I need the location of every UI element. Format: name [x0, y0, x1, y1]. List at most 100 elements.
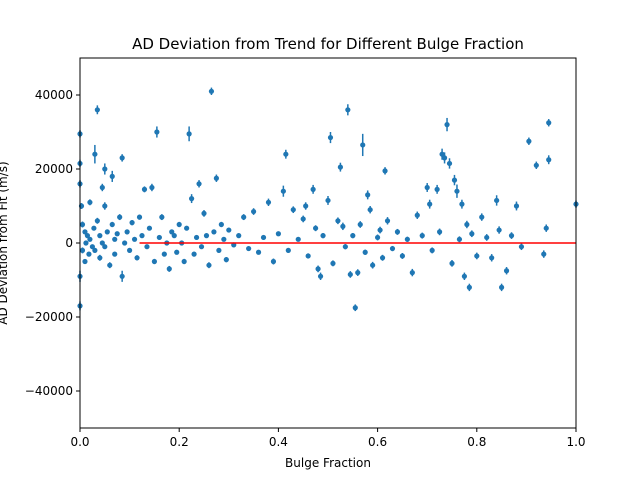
data-point	[159, 214, 165, 220]
data-point	[404, 236, 410, 242]
data-point	[310, 186, 316, 192]
data-point	[255, 249, 262, 255]
data-point	[484, 234, 490, 241]
data-point	[216, 247, 222, 253]
data-point	[451, 177, 458, 183]
data-point	[94, 218, 100, 224]
data-point	[518, 244, 525, 250]
x-tick-label: 0.6	[368, 435, 387, 449]
data-point	[107, 262, 113, 268]
data-point	[139, 233, 145, 239]
x-tick-label: 0.4	[269, 435, 288, 449]
data-point	[464, 221, 470, 228]
data-point	[112, 236, 118, 242]
x-axis-ticks: 0.0 0.2 0.4 0.6 0.8 1.0	[70, 428, 586, 449]
data-point	[223, 257, 229, 263]
data-point	[87, 199, 93, 205]
data-point	[102, 244, 108, 250]
y-tick-label: −40000	[25, 384, 73, 398]
data-point	[92, 151, 98, 157]
data-point	[134, 255, 140, 261]
data-point	[129, 220, 135, 226]
data-point	[362, 249, 368, 255]
data-point	[92, 247, 98, 253]
data-point	[461, 273, 467, 279]
data-point	[97, 255, 103, 261]
data-point	[112, 251, 118, 257]
data-point	[189, 196, 195, 202]
data-point	[503, 268, 510, 274]
data-point	[469, 231, 475, 237]
data-point	[449, 260, 455, 266]
chart-title: AD Deviation from Trend for Different Bu…	[132, 35, 524, 53]
data-point	[546, 120, 552, 126]
data-point	[208, 88, 215, 94]
data-point	[174, 249, 180, 255]
data-point	[246, 245, 252, 252]
data-point	[337, 164, 343, 170]
data-point	[379, 255, 386, 261]
data-point	[320, 233, 326, 239]
data-point	[86, 251, 92, 257]
data-point	[270, 258, 277, 265]
data-point	[300, 216, 306, 222]
data-point	[419, 233, 425, 239]
x-tick-label: 1.0	[566, 435, 585, 449]
data-point	[454, 188, 460, 194]
data-point	[131, 236, 138, 242]
data-point	[119, 273, 125, 279]
data-point	[439, 151, 445, 157]
data-point	[546, 157, 552, 163]
data-point	[370, 262, 376, 268]
data-point	[305, 253, 311, 259]
data-point	[99, 184, 105, 191]
data-point	[424, 184, 430, 191]
data-point	[434, 186, 440, 192]
data-point	[196, 181, 202, 187]
data-point	[330, 260, 336, 266]
data-point	[144, 244, 150, 250]
data-point	[166, 266, 172, 272]
data-point	[114, 231, 120, 237]
data-point	[236, 233, 242, 239]
y-tick-label: 0	[65, 236, 73, 250]
data-point	[496, 227, 502, 233]
data-point	[479, 214, 485, 220]
data-point	[365, 192, 371, 198]
data-point	[313, 225, 319, 231]
x-tick-label: 0.2	[170, 435, 189, 449]
data-point	[169, 229, 175, 235]
y-tick-label: 40000	[35, 88, 73, 102]
data-point	[513, 203, 520, 209]
data-point	[213, 175, 219, 181]
data-point	[79, 247, 86, 253]
data-point	[79, 221, 86, 228]
data-point	[265, 199, 272, 205]
data-point	[206, 262, 212, 268]
data-point	[283, 151, 289, 157]
y-tick-label: 20000	[35, 162, 73, 176]
data-point	[82, 258, 88, 265]
data-point	[444, 122, 450, 128]
data-point	[342, 244, 348, 250]
data-point	[437, 229, 443, 235]
data-point	[203, 233, 210, 239]
data-point	[104, 229, 110, 235]
data-point	[241, 214, 247, 220]
data-point	[122, 240, 128, 246]
data-point	[82, 229, 88, 235]
data-point	[441, 155, 448, 161]
data-point	[360, 142, 366, 148]
data-point	[427, 201, 433, 207]
data-point	[466, 284, 472, 290]
data-point	[198, 244, 205, 250]
data-point	[335, 218, 341, 224]
data-point	[375, 234, 381, 241]
data-point	[97, 233, 103, 239]
data-point	[414, 212, 420, 218]
data-point	[357, 221, 363, 228]
data-point	[489, 255, 495, 261]
data-point	[221, 236, 227, 242]
data-point	[355, 270, 361, 276]
data-point	[181, 258, 187, 265]
